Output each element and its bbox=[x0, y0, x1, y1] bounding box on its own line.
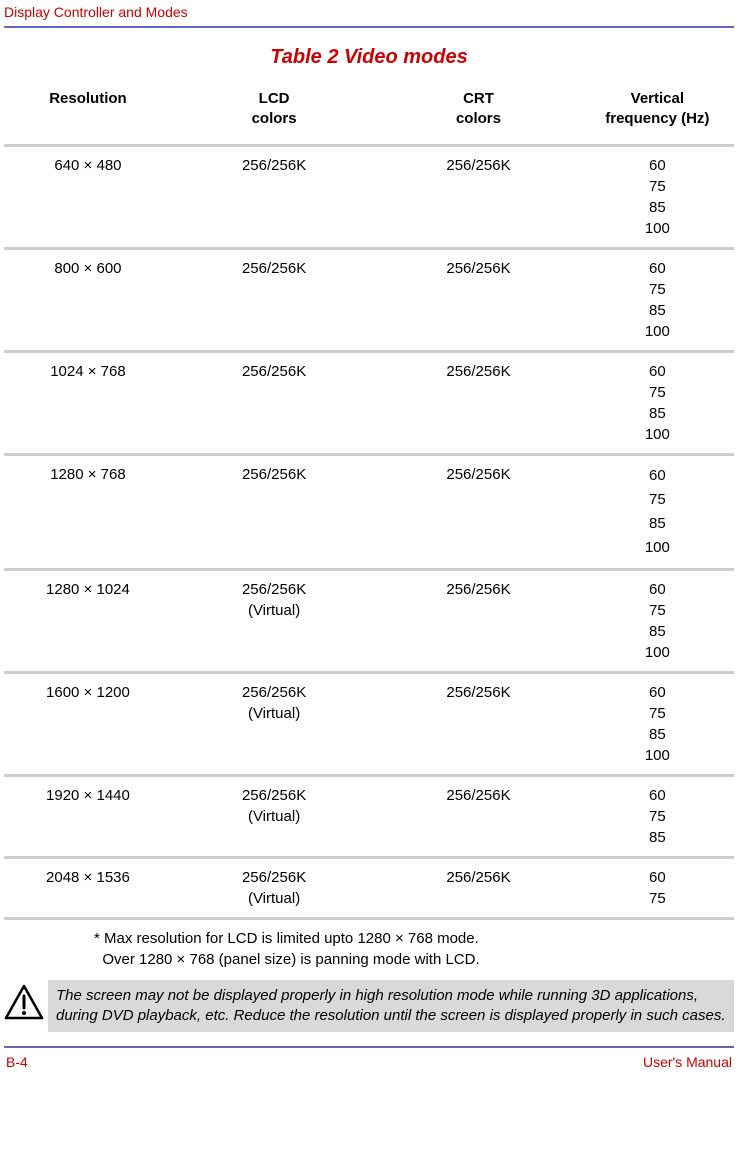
cell-resolution: 640 × 480 bbox=[4, 145, 172, 248]
col-vf-l1: Vertical bbox=[631, 90, 684, 107]
cell-lcd: 256/256K(Virtual) bbox=[172, 775, 376, 857]
manual-label: User's Manual bbox=[643, 1054, 732, 1070]
cell-lcd: 256/256K bbox=[172, 145, 376, 248]
cell-lcd: 256/256K(Virtual) bbox=[172, 569, 376, 672]
cell-freq: 6075 bbox=[581, 857, 734, 918]
cell-crt: 256/256K bbox=[376, 454, 580, 569]
cell-crt: 256/256K bbox=[376, 857, 580, 918]
cell-lcd: 256/256K bbox=[172, 454, 376, 569]
table-row: 1280 × 768 256/256K 256/256K 607585100 bbox=[4, 454, 734, 569]
video-modes-table: Resolution LCD colors CRT colors Vertica… bbox=[4, 81, 734, 920]
cell-freq: 607585 bbox=[581, 775, 734, 857]
table-row: 2048 × 1536 256/256K(Virtual) 256/256K 6… bbox=[4, 857, 734, 918]
table-row: 1280 × 1024 256/256K(Virtual) 256/256K 6… bbox=[4, 569, 734, 672]
table-title: Table 2 Video modes bbox=[4, 46, 734, 69]
table-row: 640 × 480 256/256K 256/256K 607585100 bbox=[4, 145, 734, 248]
cell-crt: 256/256K bbox=[376, 569, 580, 672]
section-title: Display Controller and Modes bbox=[4, 0, 734, 26]
col-crt-colors: CRT colors bbox=[376, 81, 580, 145]
table-header-row: Resolution LCD colors CRT colors Vertica… bbox=[4, 81, 734, 145]
table-row: 1600 × 1200 256/256K(Virtual) 256/256K 6… bbox=[4, 672, 734, 775]
col-vf-l2: frequency (Hz) bbox=[605, 110, 709, 127]
col-crt-l2: colors bbox=[456, 110, 501, 127]
col-lcd-colors: LCD colors bbox=[172, 81, 376, 145]
col-resolution: Resolution bbox=[4, 81, 172, 145]
footnote-line2: Over 1280 × 768 (panel size) is panning … bbox=[94, 949, 734, 970]
cell-resolution: 800 × 600 bbox=[4, 248, 172, 351]
cell-crt: 256/256K bbox=[376, 351, 580, 454]
cell-resolution: 2048 × 1536 bbox=[4, 857, 172, 918]
caution-text: The screen may not be displayed properly… bbox=[48, 980, 734, 1033]
cell-lcd: 256/256K(Virtual) bbox=[172, 672, 376, 775]
header-rule bbox=[4, 26, 734, 28]
table-row: 800 × 600 256/256K 256/256K 607585100 bbox=[4, 248, 734, 351]
cell-lcd: 256/256K bbox=[172, 351, 376, 454]
cell-resolution: 1024 × 768 bbox=[4, 351, 172, 454]
page-number: B-4 bbox=[6, 1054, 28, 1070]
col-vertical-frequency: Vertical frequency (Hz) bbox=[581, 81, 734, 145]
col-crt-l1: CRT bbox=[463, 90, 494, 107]
cell-lcd: 256/256K bbox=[172, 248, 376, 351]
table-row: 1024 × 768 256/256K 256/256K 607585100 bbox=[4, 351, 734, 454]
caution-box: The screen may not be displayed properly… bbox=[4, 980, 734, 1033]
cell-resolution: 1280 × 768 bbox=[4, 454, 172, 569]
cell-resolution: 1280 × 1024 bbox=[4, 569, 172, 672]
table-row: 1920 × 1440 256/256K(Virtual) 256/256K 6… bbox=[4, 775, 734, 857]
cell-freq: 607585100 bbox=[581, 454, 734, 569]
footnote: * Max resolution for LCD is limited upto… bbox=[94, 928, 734, 970]
page-footer: B-4 User's Manual bbox=[4, 1046, 734, 1078]
cell-freq: 607585100 bbox=[581, 145, 734, 248]
footnote-line1: * Max resolution for LCD is limited upto… bbox=[94, 928, 734, 949]
col-lcd-l2: colors bbox=[252, 110, 297, 127]
cell-crt: 256/256K bbox=[376, 145, 580, 248]
cell-freq: 607585100 bbox=[581, 672, 734, 775]
cell-crt: 256/256K bbox=[376, 248, 580, 351]
cell-crt: 256/256K bbox=[376, 672, 580, 775]
cell-freq: 607585100 bbox=[581, 248, 734, 351]
cell-lcd: 256/256K(Virtual) bbox=[172, 857, 376, 918]
cell-freq: 607585100 bbox=[581, 351, 734, 454]
col-lcd-l1: LCD bbox=[259, 90, 290, 107]
cell-resolution: 1600 × 1200 bbox=[4, 672, 172, 775]
cell-resolution: 1920 × 1440 bbox=[4, 775, 172, 857]
cell-crt: 256/256K bbox=[376, 775, 580, 857]
cell-freq: 607585100 bbox=[581, 569, 734, 672]
caution-icon bbox=[4, 980, 48, 1025]
